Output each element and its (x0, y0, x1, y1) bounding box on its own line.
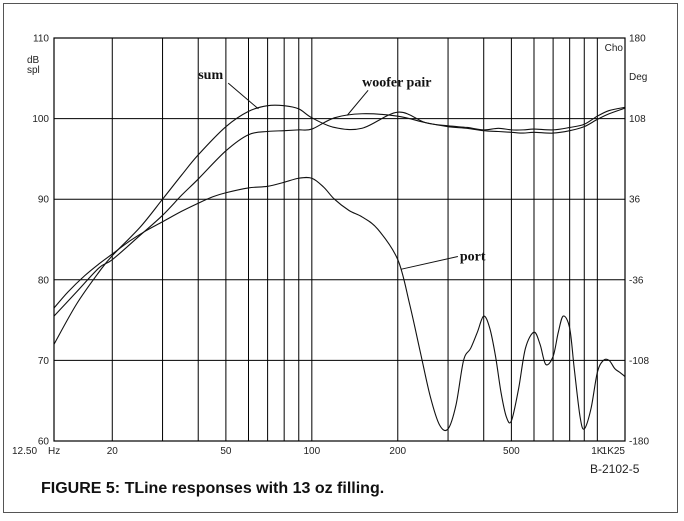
left-unit-label: spl (27, 65, 40, 76)
y2-tick-label: -108 (629, 356, 649, 367)
x-tick-label: 1K (591, 446, 604, 454)
x-tick-label: 500 (503, 446, 520, 454)
y2-tick-label: -36 (629, 275, 644, 286)
y-tick-label: 90 (38, 195, 50, 206)
annotation-label: sum (198, 68, 223, 83)
series-line-sum (53, 104, 626, 345)
y-tick-label: 100 (32, 114, 49, 125)
axis-labels: 60 70 80 90 100 110 -180 -108 -36 36 108 180 12.50 20… (12, 34, 649, 455)
y-tick-label: 110 (33, 34, 49, 45)
frequency-response-chart: sum woofer pair port 60 70 80 90 100 110 -180 -10… (12, 34, 649, 455)
annotation-leader (400, 255, 458, 270)
series-layer (53, 104, 626, 432)
x-tick-label: 1K25 (602, 446, 626, 454)
figure-caption: FIGURE 5: TLine responses with 13 oz fil… (41, 480, 385, 497)
plot-border (53, 37, 626, 442)
figure-reference-id: B-2102-5 (590, 462, 640, 476)
x-tick-label: 12.50 (12, 446, 37, 454)
annotation-layer: sum woofer pair port (198, 68, 486, 270)
y2-tick-label: 36 (629, 195, 641, 206)
x-unit-label: Hz (48, 446, 60, 454)
grid (54, 38, 625, 441)
x-tick-label: 50 (220, 446, 232, 454)
series-line-woofer-pair (53, 107, 626, 317)
y2-tick-label: -180 (629, 437, 649, 448)
x-tick-label: 200 (389, 446, 406, 454)
x-tick-label: 100 (303, 446, 320, 454)
left-unit-label: dB (27, 55, 40, 66)
y2-tick-label: 108 (629, 114, 646, 125)
y-tick-label: 80 (38, 275, 50, 286)
figure-frame: sum woofer pair port 60 70 80 90 100 110 -180 -10… (3, 3, 678, 513)
annotation-leader (227, 82, 259, 110)
annotation-label: woofer pair (362, 75, 431, 90)
right-unit-label: Deg (629, 72, 647, 83)
y-tick-label: 60 (38, 437, 50, 448)
right-unit-label: Cho (605, 43, 624, 54)
annotation-label: port (460, 249, 486, 264)
y2-tick-label: 180 (629, 34, 646, 45)
series-line-port (53, 176, 626, 432)
y-tick-label: 70 (38, 356, 50, 367)
annotation-leader (346, 90, 369, 116)
x-tick-label: 20 (107, 446, 119, 454)
